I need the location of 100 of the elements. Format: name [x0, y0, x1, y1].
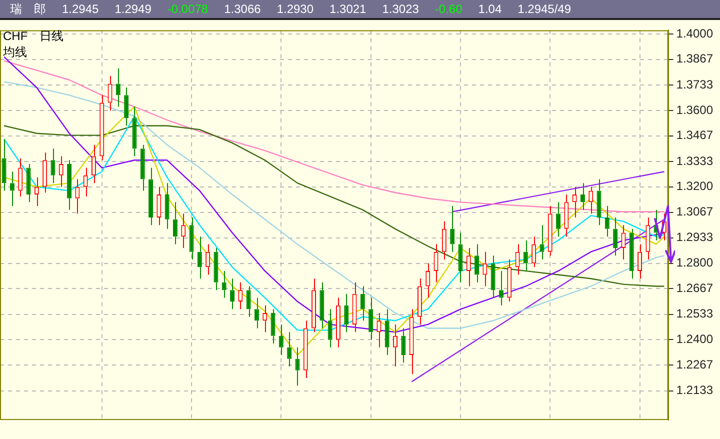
candlestick [91, 144, 96, 184]
candlestick [58, 156, 64, 188]
candlestick [312, 278, 316, 333]
candlestick [75, 178, 80, 214]
candlestick [26, 163, 31, 203]
candlestick [34, 176, 39, 206]
candlestick [588, 186, 594, 214]
candlestick [295, 346, 300, 386]
text: -0.0078 [167, 2, 208, 16]
y-tick-label: 1.2533 [676, 306, 714, 321]
candlestick [230, 278, 235, 310]
candlestick [303, 320, 308, 378]
candlestick [214, 248, 218, 291]
text: 1.2945 [62, 2, 99, 16]
candlestick [417, 278, 422, 325]
y-tick-label: 1.3733 [676, 77, 714, 92]
legend-title: 均线 [3, 44, 27, 61]
y-tick-label: 1.2667 [676, 281, 714, 296]
candlestick [222, 270, 226, 298]
text: -0.60 [434, 2, 462, 16]
candlestick [458, 232, 463, 283]
candlestick [613, 216, 618, 256]
candlestick [434, 244, 438, 283]
y-tick-label: 1.2933 [676, 230, 714, 244]
candlestick [287, 332, 292, 367]
candlestick [156, 186, 162, 226]
candlestick [344, 293, 349, 333]
candlestick [67, 160, 72, 210]
chart-subtitle: CHF 日线 [3, 28, 64, 45]
candlestick [352, 282, 357, 333]
candlestick [442, 220, 446, 260]
candlestick [116, 68, 120, 108]
text: 1.04 [478, 2, 502, 16]
text: 1.2945/49 [518, 2, 572, 16]
y-tick-label: 1.2800 [676, 256, 714, 270]
candlestick [140, 144, 145, 192]
candlestick [206, 244, 210, 276]
candlestick [482, 251, 488, 287]
candlestick [515, 244, 520, 276]
candlestick [238, 282, 243, 310]
candlestick [172, 202, 178, 245]
candlestick [474, 244, 480, 283]
candlestick [450, 205, 455, 252]
candlestick [466, 248, 471, 287]
candlestick [596, 178, 602, 226]
candlestick [148, 167, 154, 226]
text: 1.3066 [224, 2, 261, 16]
candlestick [580, 182, 585, 210]
y-tick-label: 1.2133 [676, 383, 714, 398]
text: 1.2949 [114, 2, 152, 16]
candlestick [360, 286, 365, 322]
y-tick-label: 1.3867 [676, 52, 714, 66]
text: 1.2930 [276, 2, 314, 16]
y-tick-label: 1.3600 [676, 102, 714, 117]
candlestick [189, 216, 194, 260]
chart-title: 瑞 郎 [10, 0, 46, 18]
candlestick [336, 297, 340, 348]
y-tick-label: 1.3467 [676, 128, 714, 142]
candlestick [401, 328, 406, 364]
candlestick [197, 236, 202, 280]
candlestick [376, 312, 382, 348]
y-tick-label: 1.4000 [676, 26, 714, 40]
candlestick [124, 87, 129, 126]
candlestick [548, 205, 552, 256]
candlestick [18, 158, 23, 197]
candlestick [638, 244, 642, 280]
candlestick [246, 286, 251, 318]
y-tick-label: 1.3067 [676, 204, 714, 219]
candlestick [2, 138, 6, 192]
candlestick [540, 224, 544, 260]
candlestick [254, 297, 259, 329]
candlestick [108, 76, 112, 111]
text: 1.3023 [382, 2, 419, 16]
candlestick [564, 194, 569, 238]
candlestick [100, 94, 104, 161]
candlestick [181, 213, 186, 249]
y-tick-label: 1.3333 [676, 154, 714, 168]
candlestick [532, 236, 536, 268]
candlestick [132, 106, 137, 157]
candlestick [368, 297, 374, 340]
y-tick-label: 1.3200 [676, 179, 714, 194]
candlestick [320, 282, 324, 329]
candlestick [10, 171, 14, 206]
candlestick [507, 258, 512, 302]
candlestick [262, 304, 268, 333]
candlestick [50, 148, 56, 184]
candlestick [393, 324, 398, 367]
candlestick [270, 308, 276, 344]
candlestick [328, 308, 332, 348]
y-tick-label: 1.2400 [676, 332, 714, 346]
candlestick [629, 228, 634, 280]
candlestick [621, 224, 626, 260]
candlestick [498, 270, 504, 306]
candlestick [556, 202, 561, 238]
y-tick-label: 1.2267 [676, 357, 714, 372]
candlestick [83, 167, 88, 197]
text: 1.3021 [330, 2, 366, 16]
candlestick [604, 205, 610, 238]
candlestick [384, 308, 390, 356]
candlestick [42, 152, 48, 194]
